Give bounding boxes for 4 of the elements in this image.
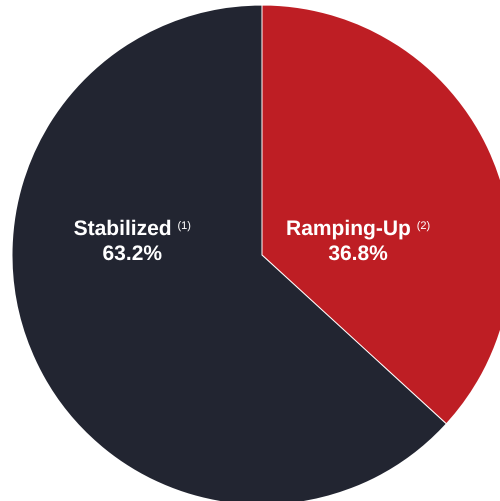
data-label: 63.2%	[102, 242, 162, 265]
slice-label: Stabilized $^{(1)}$	[74, 217, 191, 240]
data-label: 36.8%	[328, 242, 388, 265]
slice-label: Ramping-Up $^{(2)}$	[286, 217, 430, 240]
